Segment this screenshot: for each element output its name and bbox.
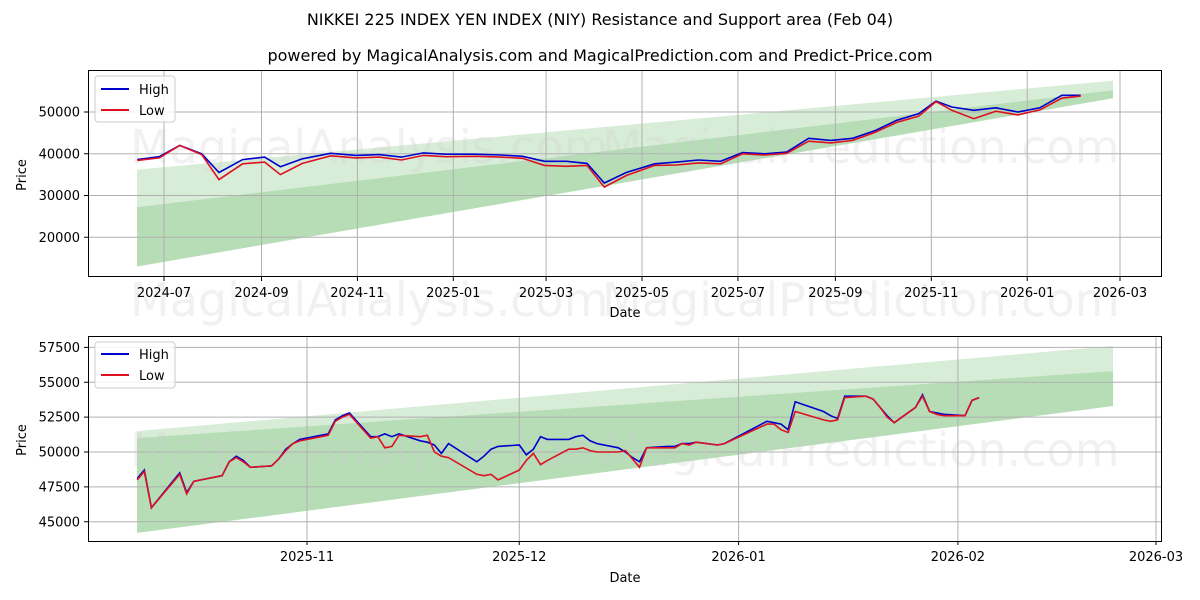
x-tick-label: 2025-12 [492, 550, 546, 565]
x-tick-label: 2024-07 [137, 286, 191, 301]
x-tick-label: 2025-09 [808, 286, 862, 301]
y-tick-label: 57500 [39, 341, 80, 356]
chart-subtitle: powered by MagicalAnalysis.com and Magic… [267, 46, 933, 65]
x-tick-label: 2025-03 [519, 286, 573, 301]
top-chart: MagicalAnalysis.com MagicalPrediction.co… [15, 70, 1162, 327]
x-tick-label: 2026-02 [931, 550, 985, 565]
x-tick-label: 2026-01 [711, 550, 765, 565]
x-tick-label: 2026-03 [1129, 550, 1183, 565]
bottom-chart: MagicalAnalysis.com MagicalPrediction.co… [15, 336, 1183, 586]
x-tick-label: 2024-09 [234, 286, 288, 301]
y-tick-label: 40000 [39, 147, 80, 162]
bottom-y-axis: 45000 47500 50000 52500 55000 57500 [39, 341, 88, 530]
x-tick-label: 2025-11 [904, 286, 958, 301]
top-plot-frame [88, 70, 1162, 277]
bottom-x-axis: 2025-11 2025-12 2026-01 2026-02 2026-03 [280, 541, 1183, 565]
x-tick-label: 2026-01 [1000, 286, 1054, 301]
bottom-grid [88, 337, 1162, 541]
watermark-magicalanalysis-2: MagicalAnalysis.com [130, 273, 609, 327]
y-tick-label: 50000 [39, 446, 80, 461]
watermark-magicalanalysis-3: MagicalAnalysis.com [130, 423, 609, 477]
legend-high-label-2: High [139, 348, 169, 363]
y-tick-label: 55000 [39, 376, 80, 391]
watermark-magicalprediction-3: MagicalPrediction.com [602, 423, 1120, 477]
watermark-magicalanalysis: MagicalAnalysis.com [130, 120, 609, 174]
legend-high-label: High [139, 83, 169, 98]
y-tick-label: 45000 [39, 515, 80, 530]
top-x-axis: 2024-07 2024-09 2024-11 2025-01 2025-03 2025-… [137, 277, 1147, 301]
band-outer [137, 345, 1113, 533]
bottom-x-axis-label: Date [609, 571, 640, 586]
y-tick-label: 47500 [39, 480, 80, 495]
y-tick-label: 30000 [39, 189, 80, 204]
legend-low-label: Low [139, 104, 165, 119]
x-tick-label: 2026-03 [1093, 286, 1147, 301]
top-legend: High Low [94, 75, 176, 123]
bottom-legend: High Low [94, 341, 176, 389]
bottom-y-axis-label: Price [15, 424, 30, 456]
chart-title: NIKKEI 225 INDEX YEN INDEX (NIY) Resista… [306, 10, 894, 29]
legend-low-label-2: Low [139, 369, 165, 384]
bottom-low-line [136, 394, 980, 510]
x-tick-label: 2024-11 [330, 286, 384, 301]
y-tick-label: 20000 [39, 231, 80, 246]
x-tick-label: 2025-07 [711, 286, 765, 301]
x-tick-label: 2025-11 [280, 550, 334, 565]
y-tick-label: 52500 [39, 411, 80, 426]
top-y-axis: 20000 30000 40000 50000 [39, 106, 88, 246]
watermark-magicalprediction-2: MagicalPrediction.com [602, 273, 1120, 327]
watermark-magicalprediction: MagicalPrediction.com [602, 120, 1120, 174]
bottom-plot-frame [88, 336, 1162, 542]
y-tick-label: 50000 [39, 106, 80, 121]
top-x-axis-label: Date [609, 306, 640, 321]
x-tick-label: 2025-01 [426, 286, 480, 301]
x-tick-label: 2025-05 [615, 286, 669, 301]
top-low-line [137, 95, 1081, 189]
top-y-axis-label: Price [15, 159, 30, 191]
